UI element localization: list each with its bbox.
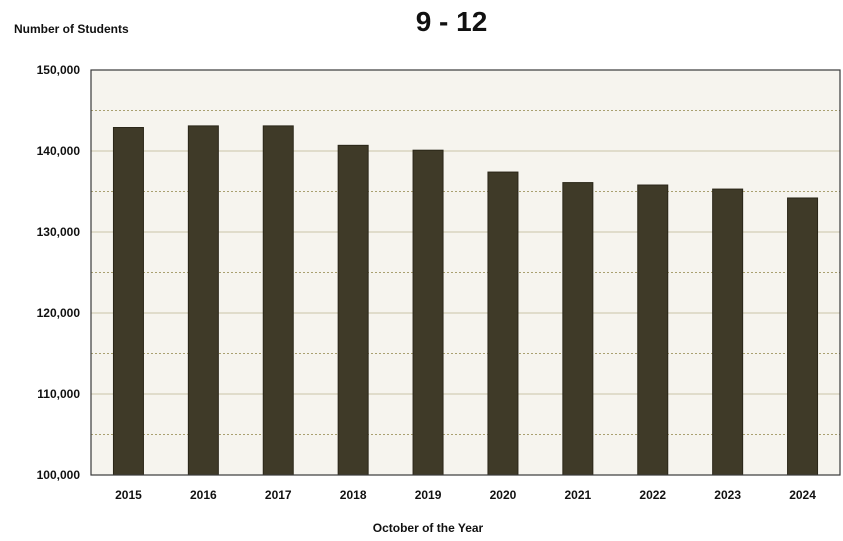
plot-frame	[90, 69, 841, 476]
x-axis-ticks: 2015 2016 2017 2018 2019 2020 2021 2022 2023 2024	[115, 488, 816, 502]
y-tick-label: 120,000	[37, 306, 81, 320]
bars	[112, 125, 819, 476]
chart-title: 9 - 12	[415, 6, 488, 37]
bar-2022	[637, 184, 669, 476]
bar-2023	[712, 188, 744, 476]
y-axis-ticks: 100,000 110,000 120,000 130,000 140,000 150,0…	[37, 63, 81, 482]
x-tick-label: 2019	[415, 488, 442, 502]
x-tick-label: 2016	[190, 488, 217, 502]
y-tick-label: 130,000	[37, 225, 81, 239]
y-tick-label: 150,000	[37, 63, 81, 77]
bar-2018	[337, 144, 369, 476]
x-tick-label: 2017	[265, 488, 292, 502]
x-tick-label: 2022	[639, 488, 666, 502]
y-axis-label: Number of Students	[14, 22, 129, 36]
bar-2020	[487, 171, 519, 476]
x-tick-label: 2021	[564, 488, 591, 502]
y-tick-label: 100,000	[37, 468, 81, 482]
y-tick-label: 140,000	[37, 144, 81, 158]
x-tick-label: 2023	[714, 488, 741, 502]
bar-2015	[112, 127, 144, 476]
x-tick-label: 2024	[789, 488, 816, 502]
bar-2024	[787, 197, 819, 476]
y-tick-label: 110,000	[37, 387, 80, 401]
x-tick-label: 2020	[490, 488, 517, 502]
x-tick-label: 2015	[115, 488, 142, 502]
bar-2017	[262, 125, 294, 476]
x-axis-label: October of the Year	[372, 521, 484, 535]
bar-2019	[412, 149, 444, 476]
bar-2021	[562, 182, 594, 476]
x-tick-label: 2018	[340, 488, 367, 502]
bar-2016	[187, 125, 219, 476]
